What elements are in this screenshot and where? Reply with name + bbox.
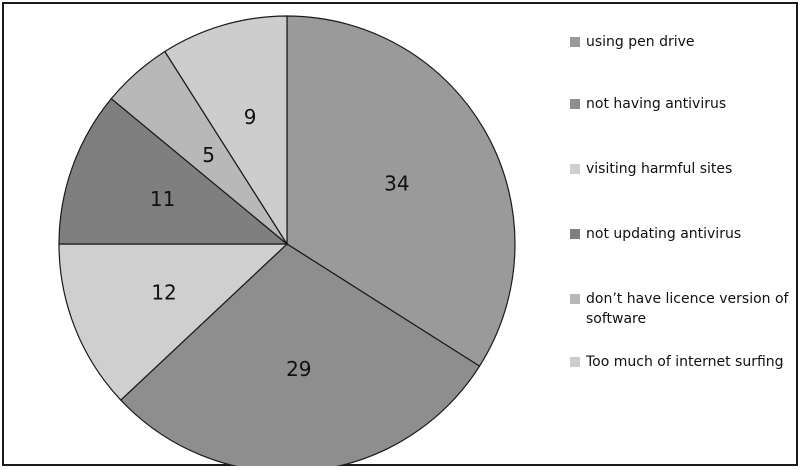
legend-item-not-updating-antivirus: not updating antivirus <box>570 224 800 244</box>
slice-value-label: 12 <box>151 281 176 305</box>
legend-swatch <box>570 229 580 239</box>
legend-swatch <box>570 357 580 367</box>
legend-swatch <box>570 164 580 174</box>
slice-value-label: 5 <box>202 143 215 167</box>
pie-slice-using-pen-drive <box>286 15 516 367</box>
legend-label: not having antivirus <box>586 96 727 112</box>
legend-label: using pen drive <box>586 34 695 50</box>
pie-chart: 34 29 12 11 5 9 <box>58 15 516 466</box>
slice-value-label: 9 <box>244 105 257 129</box>
slice-value-label: 34 <box>384 172 409 196</box>
legend-item-no-licence-software: don’t have licence version of software <box>570 289 800 329</box>
legend-label: don’t have licence version of software <box>586 291 789 327</box>
legend-swatch <box>570 99 580 109</box>
legend-swatch <box>570 37 580 47</box>
legend-item-not-having-antivirus: not having antivirus <box>570 94 800 114</box>
legend-item-internet-surfing: Too much of internet surfing <box>570 352 800 372</box>
slice-value-label: 29 <box>286 357 311 381</box>
slice-value-label: 11 <box>150 187 175 211</box>
legend-item-visiting-harmful-sites: visiting harmful sites <box>570 159 800 179</box>
legend-label: Too much of internet surfing <box>586 354 784 370</box>
legend-item-using-pen-drive: using pen drive <box>570 32 800 52</box>
pie-slice-visiting-harmful-sites <box>58 243 289 401</box>
legend: using pen drive not having antivirus vis… <box>570 4 802 468</box>
legend-label: not updating antivirus <box>586 226 742 242</box>
legend-swatch <box>570 294 580 304</box>
legend-label: visiting harmful sites <box>586 161 733 177</box>
pie-slice-not-updating-antivirus <box>58 97 289 245</box>
chart-frame: 34 29 12 11 5 9 using pen drive not having an… <box>2 2 798 466</box>
pie-slice-too-much-of-internet-surfing <box>164 15 288 247</box>
pie-slice-not-having-antivirus <box>119 243 481 466</box>
